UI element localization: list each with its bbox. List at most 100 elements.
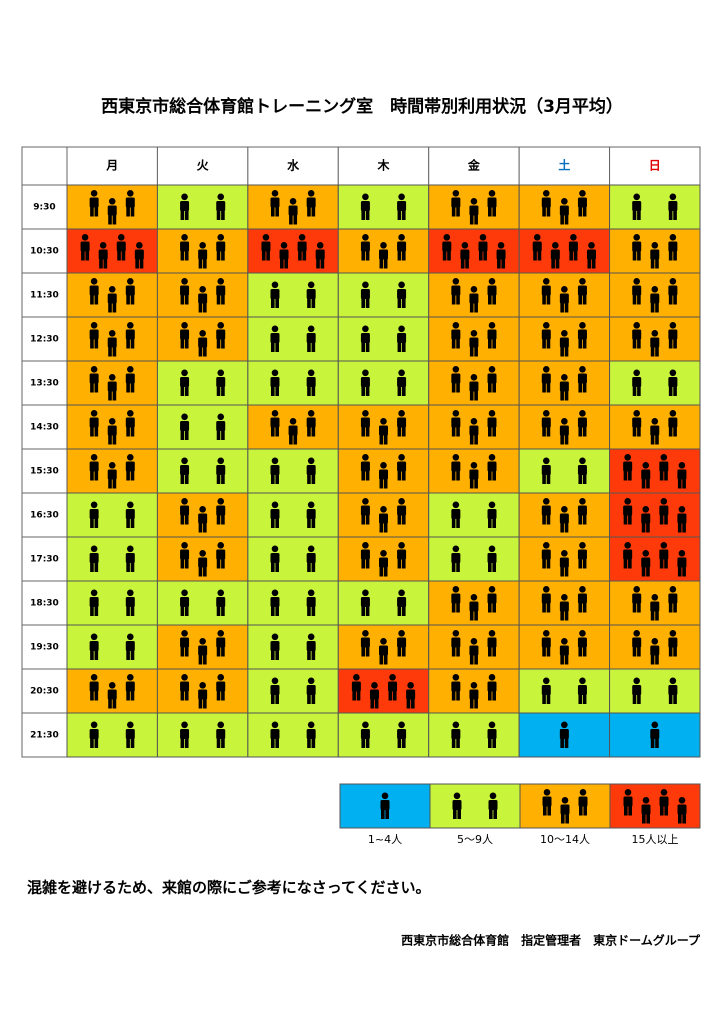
person-icon [198, 506, 208, 533]
time-label: 18:30 [30, 599, 59, 609]
leg [198, 346, 203, 357]
head [199, 682, 206, 689]
head [108, 418, 116, 425]
leg [311, 426, 316, 437]
person-icon [180, 630, 190, 657]
leg [130, 382, 135, 393]
time-label: 21:30 [30, 731, 59, 741]
leg [469, 302, 474, 313]
person-icon [578, 789, 588, 816]
leg [180, 474, 185, 484]
person-icon [641, 550, 651, 577]
leg [578, 474, 583, 484]
leg [311, 474, 316, 484]
leg [578, 294, 583, 305]
leg [474, 610, 478, 621]
torso [270, 685, 280, 695]
head [362, 281, 369, 289]
person-icon [270, 190, 280, 217]
person-icon [216, 369, 226, 396]
leg [361, 606, 366, 616]
leg [221, 210, 225, 220]
person-icon [469, 330, 479, 357]
head [307, 501, 315, 509]
head [542, 677, 550, 685]
leg [582, 558, 587, 569]
torso [216, 201, 226, 211]
torso [541, 329, 551, 340]
leg [483, 250, 487, 261]
head [579, 542, 586, 549]
person-icon [641, 797, 651, 824]
person-icon [577, 410, 587, 437]
torso [134, 249, 144, 260]
torso [451, 373, 461, 384]
leg [668, 694, 673, 704]
leg [451, 470, 456, 481]
torso [180, 329, 190, 340]
head [452, 278, 460, 285]
leg [203, 698, 207, 709]
leg [542, 602, 546, 613]
head [542, 410, 550, 417]
leg [546, 338, 551, 349]
head [579, 630, 586, 637]
leg [673, 646, 677, 657]
person-icon [397, 589, 407, 616]
usage-cell [518, 228, 611, 274]
leg [221, 606, 225, 616]
leg [198, 302, 203, 313]
person-icon [650, 638, 660, 665]
head [380, 506, 387, 513]
leg [365, 342, 370, 352]
person-icon [125, 278, 135, 305]
person-icon [632, 322, 642, 349]
head [579, 457, 586, 465]
torso [641, 469, 651, 480]
leg [451, 294, 456, 305]
leg [379, 258, 384, 269]
head [488, 674, 496, 681]
person-icon [216, 413, 226, 440]
head [452, 721, 460, 729]
leg [474, 478, 478, 489]
leg [401, 342, 406, 352]
torso [89, 461, 99, 472]
leg [637, 210, 641, 220]
leg [203, 258, 207, 269]
usage-cell [247, 272, 339, 318]
leg [578, 514, 583, 525]
leg [139, 258, 144, 269]
leg [90, 338, 94, 349]
head [127, 278, 134, 285]
person-icon [379, 550, 388, 577]
torso [659, 461, 669, 472]
torso [469, 645, 479, 656]
person-icon [125, 633, 135, 660]
leg [270, 426, 275, 437]
leg [112, 214, 117, 225]
torso [306, 197, 316, 208]
person-icon [270, 410, 280, 437]
leg [401, 250, 406, 261]
leg [632, 294, 637, 305]
person-icon [306, 410, 316, 437]
torso [677, 469, 687, 480]
leg [456, 646, 460, 657]
torso [659, 796, 669, 807]
head [452, 410, 460, 417]
person-icon [659, 498, 669, 525]
usage-cell [428, 228, 520, 274]
head [678, 506, 686, 513]
torso [89, 197, 99, 208]
head [217, 674, 225, 681]
leg [126, 426, 130, 437]
leg [221, 294, 225, 305]
head [624, 542, 631, 549]
head [217, 193, 225, 201]
usage-cell [156, 580, 249, 626]
leg [397, 386, 402, 396]
person-icon [487, 501, 497, 528]
torso [469, 469, 479, 480]
